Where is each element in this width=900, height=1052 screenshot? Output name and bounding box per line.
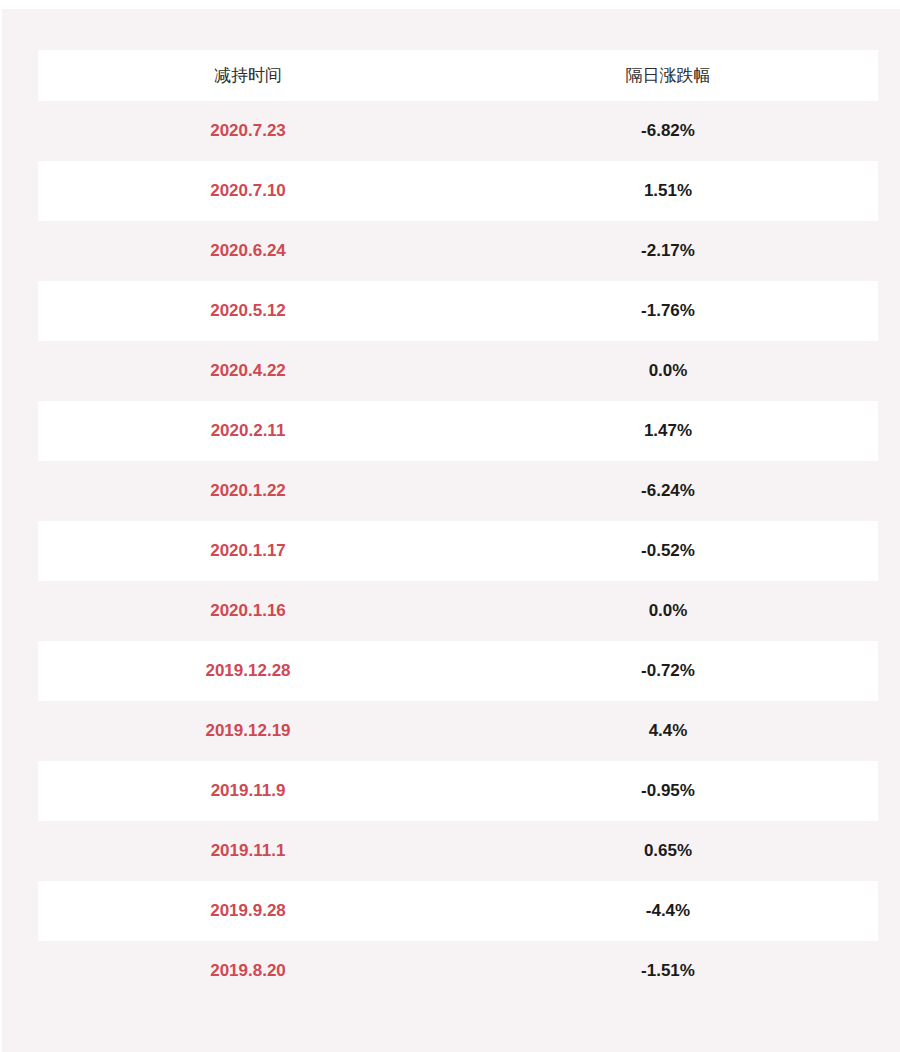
change-percent-cell: 0.0% — [458, 341, 878, 401]
table-row: 2020.7.10 1.51% — [38, 161, 878, 221]
column-header-reduction-date: 减持时间 — [38, 50, 458, 101]
reduction-date-cell: 2020.6.24 — [38, 221, 458, 281]
share-reduction-table: 减持时间 隔日涨跌幅 2020.7.23 -6.82% 2020.7.10 1.… — [38, 50, 878, 1001]
table-row: 2019.11.9 -0.95% — [38, 761, 878, 821]
table-row: 2019.9.28 -4.4% — [38, 881, 878, 941]
table-row: 2020.6.24 -2.17% — [38, 221, 878, 281]
table-row: 2020.1.17 -0.52% — [38, 521, 878, 581]
table-row: 2019.8.20 -1.51% — [38, 941, 878, 1001]
change-percent-cell: -2.17% — [458, 221, 878, 281]
table-row: 2020.5.12 -1.76% — [38, 281, 878, 341]
reduction-date-cell: 2019.12.19 — [38, 701, 458, 761]
table-row: 2019.12.19 4.4% — [38, 701, 878, 761]
reduction-date-cell: 2019.8.20 — [38, 941, 458, 1001]
reduction-date-cell: 2020.1.16 — [38, 581, 458, 641]
table-row: 2020.4.22 0.0% — [38, 341, 878, 401]
reduction-date-cell: 2020.1.17 — [38, 521, 458, 581]
table-row: 2019.11.1 0.65% — [38, 821, 878, 881]
change-percent-cell: -6.82% — [458, 101, 878, 161]
reduction-date-cell: 2020.5.12 — [38, 281, 458, 341]
reduction-date-cell: 2019.9.28 — [38, 881, 458, 941]
change-percent-cell: 0.65% — [458, 821, 878, 881]
change-percent-cell: 0.0% — [458, 581, 878, 641]
change-percent-cell: -4.4% — [458, 881, 878, 941]
column-header-next-day-change: 隔日涨跌幅 — [458, 50, 878, 101]
change-percent-cell: 1.51% — [458, 161, 878, 221]
reduction-date-cell: 2020.7.10 — [38, 161, 458, 221]
reduction-date-cell: 2019.12.28 — [38, 641, 458, 701]
change-percent-cell: -1.76% — [458, 281, 878, 341]
change-percent-cell: -0.95% — [458, 761, 878, 821]
reduction-date-cell: 2020.7.23 — [38, 101, 458, 161]
reduction-date-cell: 2020.2.11 — [38, 401, 458, 461]
change-percent-cell: 1.47% — [458, 401, 878, 461]
table-row: 2020.2.11 1.47% — [38, 401, 878, 461]
reduction-date-cell: 2020.1.22 — [38, 461, 458, 521]
change-percent-cell: 4.4% — [458, 701, 878, 761]
table-row: 2019.12.28 -0.72% — [38, 641, 878, 701]
table-header-row: 减持时间 隔日涨跌幅 — [38, 50, 878, 101]
top-edge-strip — [0, 0, 900, 9]
reduction-date-cell: 2020.4.22 — [38, 341, 458, 401]
change-percent-cell: -0.52% — [458, 521, 878, 581]
reduction-date-cell: 2019.11.9 — [38, 761, 458, 821]
change-percent-cell: -1.51% — [458, 941, 878, 1001]
table-body: 2020.7.23 -6.82% 2020.7.10 1.51% 2020.6.… — [38, 101, 878, 1001]
change-percent-cell: -6.24% — [458, 461, 878, 521]
left-edge-strip — [0, 0, 2, 1052]
reduction-date-cell: 2019.11.1 — [38, 821, 458, 881]
change-percent-cell: -0.72% — [458, 641, 878, 701]
table-row: 2020.7.23 -6.82% — [38, 101, 878, 161]
table-row: 2020.1.22 -6.24% — [38, 461, 878, 521]
table-row: 2020.1.16 0.0% — [38, 581, 878, 641]
